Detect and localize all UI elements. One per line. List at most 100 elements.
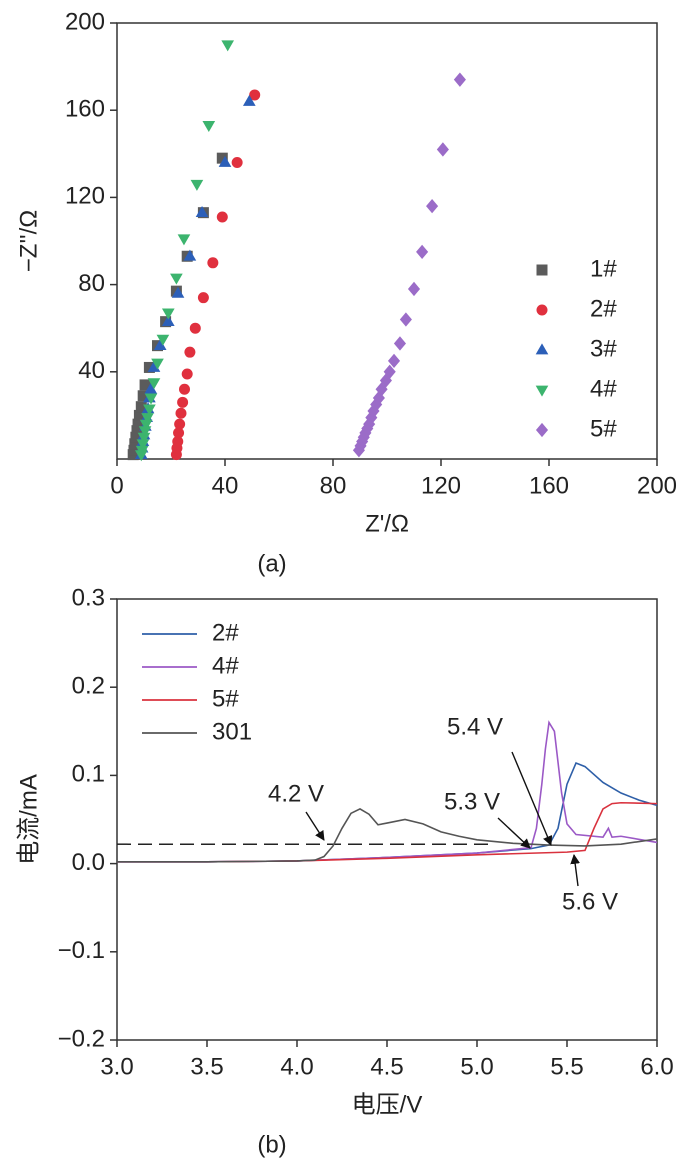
scatter-point	[147, 360, 161, 372]
annotation: 5.4 V	[447, 713, 503, 740]
x-tick-label: 200	[637, 472, 677, 499]
caption: (a)	[257, 550, 286, 577]
scatter-point	[139, 419, 153, 431]
legend-label: 2#	[212, 619, 239, 646]
y-tick-label: 200	[65, 8, 105, 35]
scatter-point	[179, 383, 190, 395]
y-tick-label: 0.0	[72, 849, 105, 876]
x-axis-label: Z'/Ω	[365, 510, 409, 537]
scatter-point	[207, 257, 219, 269]
scatter-point	[195, 206, 209, 218]
data-line	[117, 762, 658, 863]
y-tick-label: −0.1	[58, 937, 105, 964]
y-tick-label: −0.2	[58, 1025, 105, 1052]
scatter-point	[197, 292, 209, 304]
scatter-point	[372, 390, 385, 406]
legend-marker	[536, 304, 548, 316]
scatter-point	[181, 368, 193, 380]
panel: 3.0 3.5 4.0 4.5 5.0 5.5 6.0 −0.2 −0.1 0.0 0.1 0.2 0.…	[15, 584, 673, 1158]
y-tick-label: 80	[78, 270, 105, 297]
scatter-point	[426, 198, 439, 214]
x-tick-label: 80	[320, 472, 347, 499]
x-tick-label: 4.0	[280, 1053, 313, 1080]
y-tick-label: 0.3	[72, 584, 105, 611]
scatter-point	[153, 339, 167, 351]
scatter-point	[387, 353, 401, 369]
x-tick-label: 0	[110, 472, 123, 499]
x-tick-label: 120	[421, 472, 461, 499]
scatter-point	[143, 404, 156, 416]
scatter-point	[151, 358, 164, 370]
caption: (b)	[257, 1131, 286, 1158]
annotation-arrow	[570, 854, 580, 887]
scatter-point	[242, 94, 256, 106]
scatter-point	[147, 378, 161, 390]
scatter-point	[161, 308, 175, 320]
y-axis-label: −Z''/Ω	[15, 210, 42, 272]
legend-label: 1#	[590, 255, 617, 282]
scatter-point	[407, 281, 421, 297]
legend-marker	[535, 343, 549, 355]
x-tick-label: 5.5	[550, 1053, 583, 1080]
scatter-point	[171, 286, 185, 298]
scatter-point	[202, 121, 216, 133]
scatter-point	[370, 397, 383, 412]
annotation-arrow	[497, 817, 531, 849]
legend-label: 4#	[590, 375, 617, 402]
scatter-point	[249, 89, 261, 101]
y-tick-label: 40	[78, 357, 105, 384]
scatter-point	[363, 416, 376, 432]
legend-marker	[535, 385, 549, 397]
y-axis-label: 电流/mA	[15, 774, 42, 865]
scatter-point	[141, 413, 154, 425]
scatter-point	[175, 407, 187, 419]
y-tick-label: 0.1	[72, 761, 105, 788]
scatter-point	[156, 334, 170, 346]
scatter-point	[416, 244, 429, 260]
x-tick-label: 4.5	[370, 1053, 403, 1080]
scatter-point	[170, 273, 183, 285]
scatter-point	[184, 346, 196, 358]
scatter-point	[177, 234, 191, 246]
legend-marker	[536, 264, 548, 276]
annotation: 5.6 V	[562, 888, 618, 915]
scatter-point	[383, 364, 396, 379]
panel: 0 40 80 120 160 200 40 80 120 160 200 Z'/Ω −Z''/Ω (a)…	[15, 8, 677, 577]
scatter-point	[393, 336, 407, 351]
y-tick-label: 0.2	[72, 673, 105, 700]
scatter-point	[231, 157, 243, 169]
scatter-point	[183, 249, 197, 261]
scatter-point	[134, 450, 148, 462]
scatter-point	[189, 322, 201, 334]
legend-label: 5#	[212, 685, 239, 712]
scatter-point	[221, 40, 235, 52]
x-tick-label: 5.0	[460, 1053, 493, 1080]
legend-label: 301	[212, 718, 252, 745]
annotation-arrow	[305, 811, 325, 841]
x-tick-label: 160	[529, 472, 569, 499]
annotation-arrow	[511, 751, 553, 846]
data-line	[117, 801, 658, 863]
scatter-point	[135, 445, 149, 457]
legend-label: 4#	[212, 652, 239, 679]
scatter-point	[190, 179, 204, 191]
plot-frame	[116, 22, 658, 460]
scatter-point	[365, 410, 378, 425]
scatter-point	[136, 439, 150, 451]
annotation: 4.2 V	[268, 780, 324, 807]
scatter-point	[138, 426, 152, 438]
scatter-point	[177, 396, 189, 408]
scatter-point	[453, 72, 466, 87]
scatter-point	[144, 382, 158, 394]
scatter-point	[161, 315, 175, 327]
y-tick-label: 160	[65, 96, 105, 123]
scatter-point	[139, 379, 151, 391]
legend-label: 3#	[590, 335, 617, 362]
scatter-point	[218, 155, 232, 167]
scatter-point	[436, 142, 449, 157]
legend-label: 5#	[590, 415, 617, 442]
scatter-point	[216, 211, 228, 223]
scatter-point	[399, 312, 412, 327]
data-line	[117, 720, 658, 863]
